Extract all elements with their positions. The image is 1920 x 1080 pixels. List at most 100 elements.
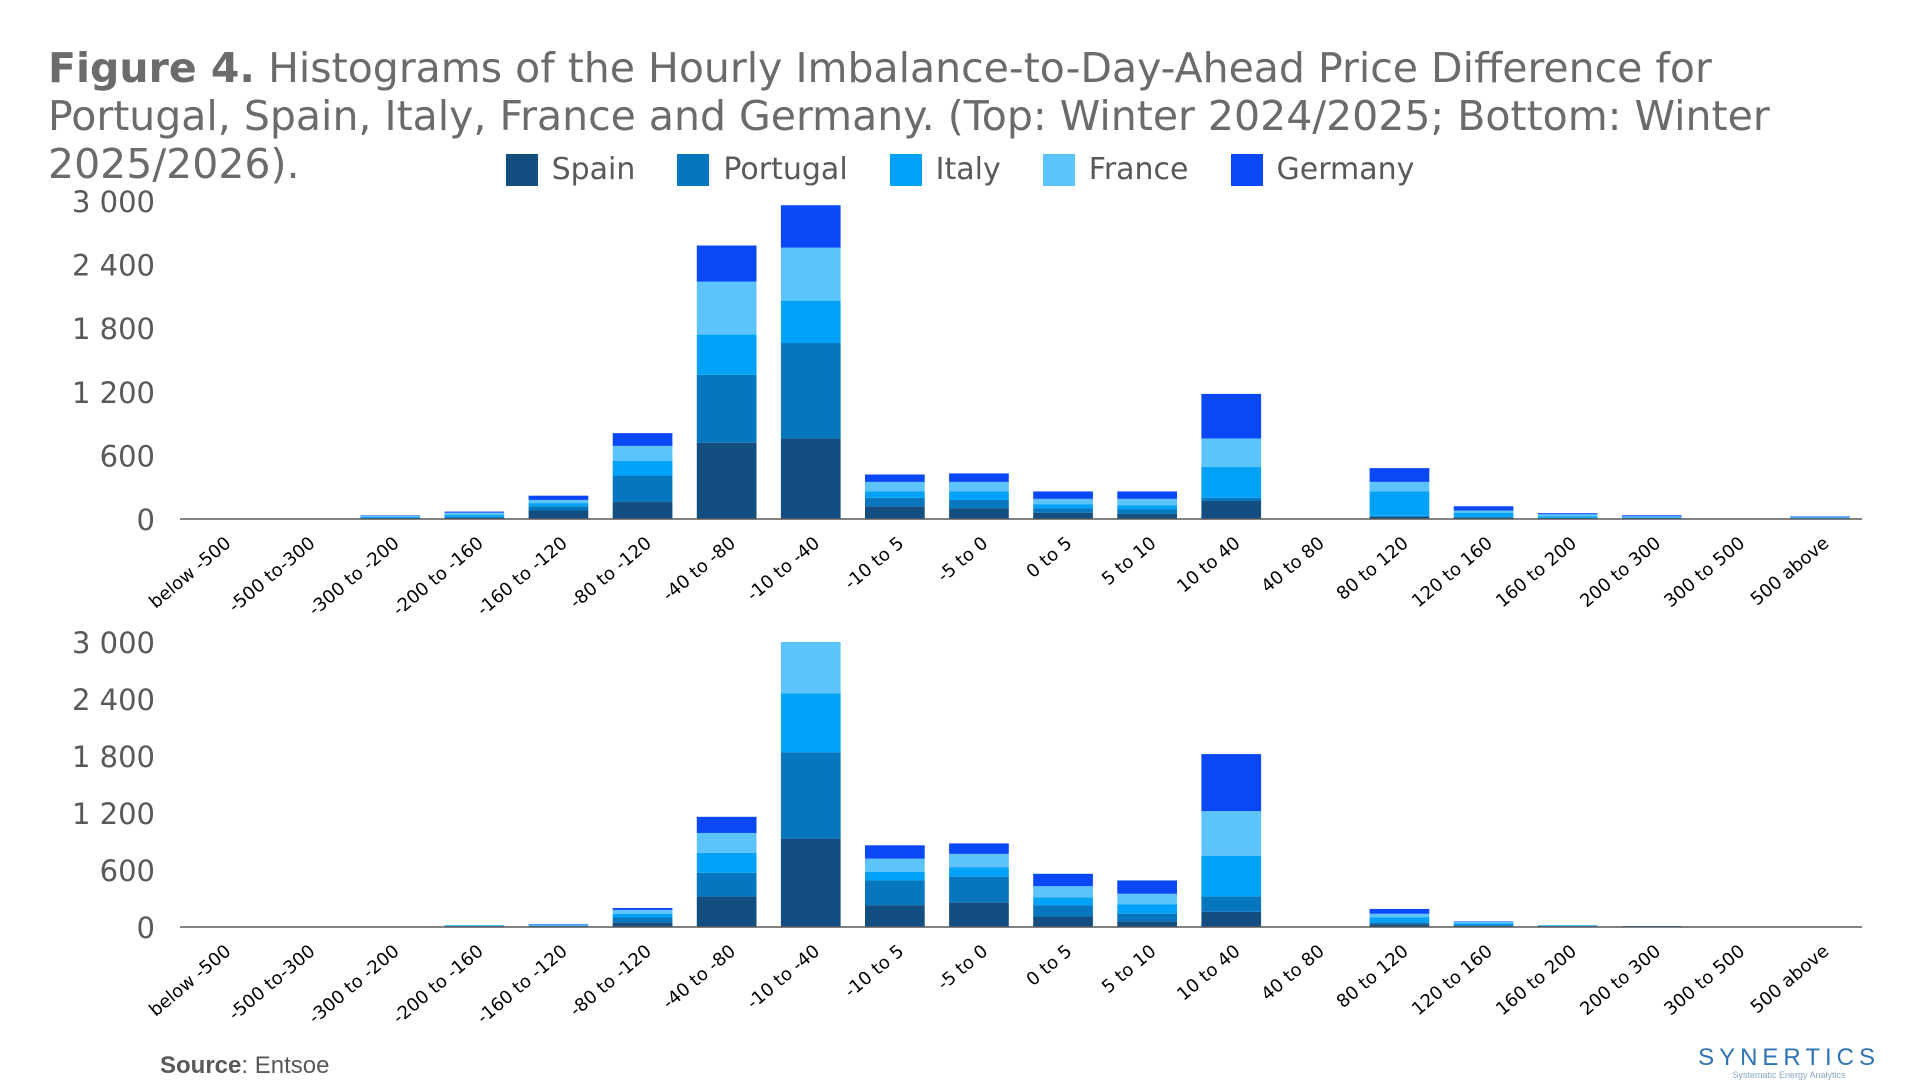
bar-segment-spain: [696, 442, 757, 519]
bar-segment-germany: [612, 908, 673, 910]
x-tick-label: 300 to 500: [1660, 941, 1749, 1020]
bar-segment-portugal: [1453, 516, 1514, 518]
bar-segment-portugal: [1369, 515, 1430, 517]
bar-segment-france: [864, 858, 925, 872]
bar-segment-france: [1201, 438, 1262, 468]
bar-segment-portugal: [1201, 896, 1262, 912]
bar-segment-italy: [1453, 512, 1514, 517]
y-tick-label: 3 000: [72, 190, 155, 219]
legend-item-germany: Germany: [1230, 152, 1414, 187]
bar-segment-germany: [696, 245, 757, 282]
bar-segment-italy: [1033, 897, 1093, 906]
bar-segment-france: [1369, 913, 1430, 918]
y-tick-label: 1 800: [72, 312, 155, 346]
bar-segment-france: [1117, 893, 1178, 905]
x-tick-label: 10 to 40: [1173, 941, 1244, 1006]
bar-segment-spain: [780, 438, 841, 519]
bar-segment-italy: [949, 491, 1009, 500]
bar-segment-germany: [1537, 513, 1598, 515]
bar-segment-portugal: [696, 374, 757, 443]
bar-segment-portugal: [360, 517, 421, 519]
logo-wordmark: SYNERTICS: [1698, 1044, 1880, 1071]
bar-segment-spain: [864, 506, 925, 519]
bar-segment-germany: [1117, 491, 1178, 499]
chart-legend: Spain Portugal Italy France Germany: [0, 152, 1920, 187]
bar-segment-italy: [360, 516, 421, 518]
bar-segment-germany: [864, 474, 925, 482]
source-label: Source: [160, 1052, 242, 1079]
bar-segment-portugal: [444, 516, 505, 518]
bar-segment-portugal: [864, 497, 925, 507]
bar-segment-germany: [949, 843, 1009, 854]
bar-segment-france: [949, 853, 1009, 868]
bar-segment-france: [780, 247, 841, 301]
legend-item-spain: Spain: [505, 152, 636, 187]
bar-segment-germany: [360, 515, 421, 516]
bar-segment-germany: [1369, 908, 1430, 914]
y-tick-label: 2 400: [72, 683, 155, 717]
bar-segment-germany: [1201, 393, 1262, 439]
bar-segment-france: [864, 481, 925, 492]
x-tick-label: 160 to 200: [1492, 533, 1581, 612]
bar-segment-spain: [1369, 924, 1430, 927]
x-tick-label: 10 to 40: [1173, 533, 1244, 598]
bar-segment-italy: [864, 871, 925, 881]
bar-segment-italy: [1369, 917, 1430, 923]
bar-segment-france: [696, 281, 757, 335]
bar-segment-spain: [1033, 512, 1093, 519]
y-tick-label: 600: [100, 439, 155, 473]
legend-swatch: [1042, 153, 1075, 186]
bar-segment-italy: [696, 852, 757, 873]
legend-label: Spain: [551, 152, 636, 187]
legend-label: Italy: [935, 152, 1001, 187]
bar-segment-spain: [612, 922, 673, 927]
x-tick-label: 500 above: [1747, 941, 1833, 1018]
bar-segment-germany: [528, 495, 589, 500]
bar-segment-france: [1033, 498, 1093, 505]
bar-segment-italy: [1369, 491, 1430, 516]
x-tick-label: -10 to -40: [743, 941, 824, 1014]
x-tick-label: -80 to -120: [566, 941, 656, 1021]
bar-segment-france: [1621, 516, 1682, 518]
x-tick-label: -5 to 0: [934, 941, 993, 995]
x-tick-label: -160 to -120: [473, 533, 572, 621]
figure-caption: Histograms of the Hourly Imbalance-to-Da…: [48, 44, 1770, 188]
bar-segment-italy: [1621, 517, 1682, 518]
y-tick-label: 0: [137, 503, 155, 537]
bar-segment-portugal: [612, 917, 673, 923]
x-tick-label: -80 to -120: [566, 533, 656, 613]
x-tick-label: 5 to 10: [1098, 941, 1160, 998]
bar-segment-france: [1453, 921, 1514, 924]
bar-segment-italy: [1033, 504, 1093, 509]
legend-label: Portugal: [723, 152, 848, 187]
bar-segment-portugal: [949, 499, 1009, 509]
y-tick-label: 1 200: [72, 797, 155, 831]
legend-swatch: [505, 153, 538, 186]
x-tick-label: -5 to 0: [934, 533, 993, 587]
bar-segment-germany: [780, 205, 841, 248]
bar-segment-portugal: [949, 876, 1009, 903]
bar-segment-germany: [949, 473, 1009, 482]
bar-segment-italy: [1201, 855, 1262, 897]
bar-segment-france: [696, 832, 757, 853]
x-tick-label: 200 to 300: [1576, 533, 1665, 612]
bar-segment-france: [444, 512, 505, 515]
x-tick-label: -300 to -200: [305, 941, 404, 1029]
bar-segment-germany: [1369, 468, 1430, 482]
bar-segment-portugal: [1033, 905, 1093, 917]
bar-segment-france: [780, 642, 841, 694]
logo-tagline: Systematic Energy Analytics: [1732, 1070, 1846, 1080]
bar-segment-italy: [780, 693, 841, 753]
bar-segment-germany: [1033, 491, 1093, 499]
bar-segment-italy: [528, 503, 589, 507]
legend-swatch: [1230, 153, 1263, 186]
bar-segment-france: [612, 445, 673, 461]
bar-segment-france: [1117, 498, 1178, 506]
x-tick-label: below -500: [145, 941, 235, 1021]
legend-item-italy: Italy: [889, 152, 1001, 187]
bar-segment-germany: [612, 433, 673, 446]
bar-segment-italy: [1453, 923, 1514, 926]
bar-segment-portugal: [1369, 922, 1430, 925]
